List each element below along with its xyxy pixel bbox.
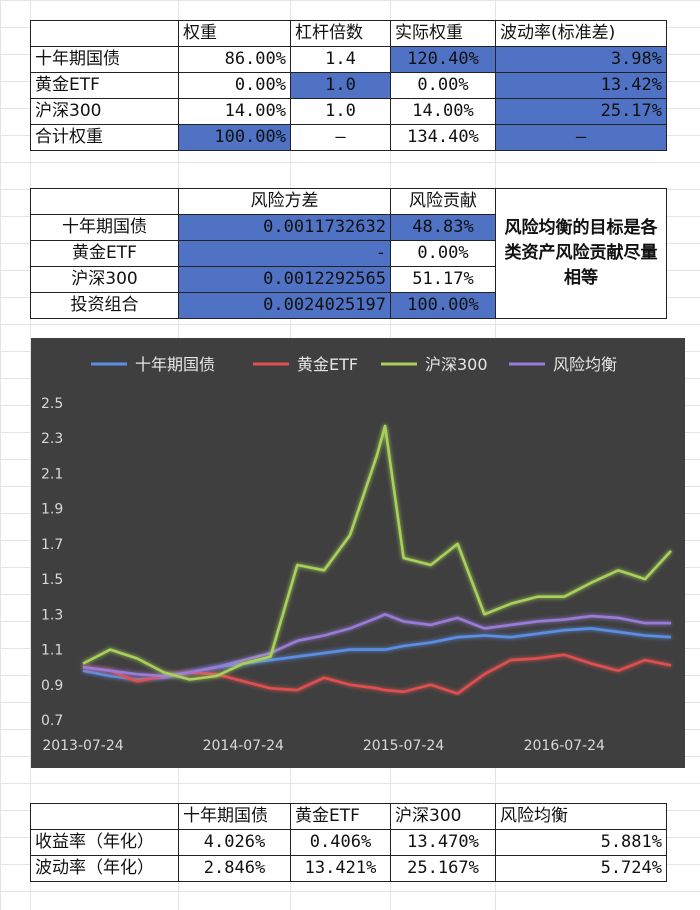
value-cell[interactable]: 25.167% — [390, 855, 496, 882]
y-tick-label: 2.3 — [41, 431, 63, 447]
x-tick-label: 2016-07-24 — [524, 738, 605, 754]
row-label-cell[interactable]: 黄金ETF — [30, 240, 179, 267]
value-cell[interactable]: 2.846% — [178, 855, 291, 882]
series-line — [82, 627, 672, 681]
leverage-cell[interactable]: 1.4 — [290, 46, 391, 73]
legend-label: 十年期国债 — [135, 355, 215, 374]
volatility-cell[interactable]: — — [495, 124, 667, 151]
risk-contribution-cell[interactable]: 51.17% — [390, 266, 496, 293]
risk-table: 风险方差 风险贡献 风险均衡的目标是各类资产风险贡献尽量相等 十年期国债 0.0… — [30, 188, 667, 319]
series-line — [82, 612, 671, 678]
table-row: 黄金ETF 0.00% 1.0 0.00% 13.42% — [30, 72, 667, 99]
grid-column-line — [30, 0, 31, 910]
performance-chart: 0.7 0.9 1.1 1.3 1.5 1.7 1.9 2.1 2.3 2.5 2013-07-24… — [31, 338, 685, 768]
risk-variance-cell[interactable]: - — [178, 240, 391, 267]
value-cell[interactable]: 0.406% — [290, 829, 391, 856]
header-cell[interactable] — [30, 188, 179, 215]
leverage-cell[interactable]: 1.0 — [290, 72, 391, 99]
actual-weight-cell[interactable]: 14.00% — [390, 98, 496, 125]
row-label-cell[interactable]: 收益率（年化） — [30, 829, 179, 856]
risk-contribution-cell[interactable]: 100.00% — [390, 292, 496, 319]
row-label-cell[interactable]: 十年期国债 — [30, 214, 179, 241]
value-cell[interactable]: 4.026% — [178, 829, 291, 856]
chart-svg: 0.7 0.9 1.1 1.3 1.5 1.7 1.9 2.1 2.3 2.5 2013-07-24… — [41, 355, 672, 754]
header-cell[interactable]: 十年期国债 — [178, 803, 291, 830]
risk-variance-cell[interactable]: 0.0011732632 — [178, 214, 391, 241]
y-tick-label: 0.9 — [41, 678, 63, 694]
table-row: 十年期国债 0.0011732632 48.83% — [30, 214, 667, 241]
table-header-row: 风险方差 风险贡献 风险均衡的目标是各类资产风险贡献尽量相等 — [30, 188, 667, 319]
value-cell[interactable]: 5.881% — [495, 829, 667, 856]
legend-label: 沪深300 — [425, 355, 488, 374]
row-label-cell[interactable]: 沪深300 — [30, 266, 179, 293]
weights-table: 权重 杠杆倍数 实际权重 波动率(标准差) 十年期国债 86.00% 1.4 1… — [30, 20, 667, 151]
table-header-row: 权重 杠杆倍数 实际权重 波动率(标准差) — [30, 20, 667, 47]
table-row: 十年期国债 86.00% 1.4 120.40% 3.98% — [30, 46, 667, 73]
table-row: 沪深300 0.0012292565 51.17% — [30, 266, 667, 293]
actual-weight-cell[interactable]: 134.40% — [390, 124, 496, 151]
x-tick-label: 2013-07-24 — [42, 738, 123, 754]
row-label-cell[interactable]: 沪深300 — [30, 98, 179, 125]
weight-cell[interactable]: 86.00% — [178, 46, 291, 73]
row-label-cell[interactable]: 合计权重 — [30, 124, 179, 151]
y-tick-label: 2.1 — [41, 466, 63, 482]
table-row: 合计权重 100.00% — 134.40% — — [30, 124, 667, 151]
header-cell[interactable]: 风险均衡 — [495, 803, 667, 830]
legend-label: 黄金ETF — [297, 355, 358, 374]
row-label-cell[interactable]: 波动率（年化） — [30, 855, 179, 882]
table-header-row: 十年期国债 黄金ETF 沪深300 风险均衡 — [30, 803, 667, 830]
x-tick-label: 2014-07-24 — [203, 738, 284, 754]
actual-weight-cell[interactable]: 0.00% — [390, 72, 496, 99]
leverage-cell[interactable]: 1.0 — [290, 98, 391, 125]
y-tick-label: 1.9 — [41, 502, 63, 518]
table-row: 黄金ETF - 0.00% — [30, 240, 667, 267]
weight-cell[interactable]: 0.00% — [178, 72, 291, 99]
y-tick-label: 1.5 — [41, 572, 63, 588]
y-tick-label: 1.7 — [41, 537, 63, 553]
header-cell[interactable]: 风险方差 — [178, 188, 391, 215]
header-cell[interactable] — [30, 803, 179, 830]
weight-cell[interactable]: 100.00% — [178, 124, 291, 151]
y-tick-label: 0.7 — [41, 713, 63, 729]
header-cell[interactable]: 杠杆倍数 — [290, 20, 391, 47]
row-label-cell[interactable]: 黄金ETF — [30, 72, 179, 99]
volatility-cell[interactable]: 3.98% — [495, 46, 667, 73]
volatility-cell[interactable]: 13.42% — [495, 72, 667, 99]
value-cell[interactable]: 5.724% — [495, 855, 667, 882]
header-cell[interactable]: 波动率(标准差) — [495, 20, 667, 47]
series-line — [82, 424, 672, 681]
header-cell[interactable] — [30, 20, 179, 47]
header-cell[interactable]: 实际权重 — [390, 20, 496, 47]
value-cell[interactable]: 13.421% — [290, 855, 391, 882]
risk-variance-cell[interactable]: 0.0012292565 — [178, 266, 391, 293]
legend-label: 风险均衡 — [553, 355, 617, 374]
table-row: 波动率（年化） 2.846% 13.421% 25.167% 5.724% — [30, 855, 667, 882]
x-tick-label: 2015-07-24 — [363, 738, 444, 754]
risk-contribution-cell[interactable]: 48.83% — [390, 214, 496, 241]
actual-weight-cell[interactable]: 120.40% — [390, 46, 496, 73]
performance-table: 十年期国债 黄金ETF 沪深300 风险均衡 收益率（年化） 4.026% 0.… — [30, 803, 667, 882]
weight-cell[interactable]: 14.00% — [178, 98, 291, 125]
y-tick-label: 1.1 — [41, 643, 63, 659]
header-cell[interactable]: 权重 — [178, 20, 291, 47]
risk-contribution-cell[interactable]: 0.00% — [390, 240, 496, 267]
risk-parity-note: 风险均衡的目标是各类资产风险贡献尽量相等 — [495, 188, 667, 319]
value-cell[interactable]: 13.470% — [390, 829, 496, 856]
y-tick-label: 1.3 — [41, 607, 63, 623]
leverage-cell[interactable]: — — [290, 124, 391, 151]
risk-variance-cell[interactable]: 0.0024025197 — [178, 292, 391, 319]
header-cell[interactable]: 沪深300 — [390, 803, 496, 830]
table-row: 投资组合 0.0024025197 100.00% — [30, 292, 667, 319]
table-row: 收益率（年化） 4.026% 0.406% 13.470% 5.881% — [30, 829, 667, 856]
table-row: 沪深300 14.00% 1.0 14.00% 25.17% — [30, 98, 667, 125]
row-label-cell[interactable]: 投资组合 — [30, 292, 179, 319]
header-cell[interactable]: 黄金ETF — [290, 803, 391, 830]
row-label-cell[interactable]: 十年期国债 — [30, 46, 179, 73]
volatility-cell[interactable]: 25.17% — [495, 98, 667, 125]
y-tick-label: 2.5 — [41, 396, 63, 412]
header-cell[interactable]: 风险贡献 — [390, 188, 496, 215]
